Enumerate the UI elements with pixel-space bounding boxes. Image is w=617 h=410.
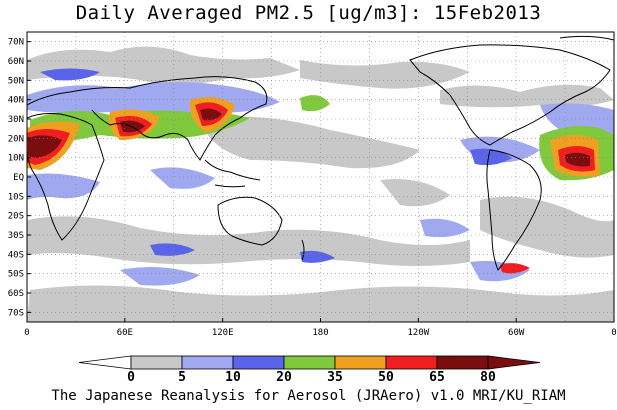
colorbar-low-arrow xyxy=(78,355,132,370)
latitude-label: 10N xyxy=(8,154,24,164)
latitude-label: 70S xyxy=(8,308,24,318)
longitude-label: 0 xyxy=(611,328,616,338)
colorbar-segment xyxy=(232,355,285,370)
latitude-label: 50N xyxy=(8,76,24,86)
latitude-label: 60S xyxy=(8,289,24,299)
latitude-label: 50S xyxy=(8,270,24,280)
colorbar-label: 0 xyxy=(127,370,135,385)
colorbar-segment xyxy=(181,355,234,370)
colorbar-segment xyxy=(283,355,336,370)
colorbar-high-arrow xyxy=(487,355,541,370)
footer-credit: The Japanese Reanalysis for Aerosol (JRA… xyxy=(51,388,566,404)
longitude-label: 0 xyxy=(24,328,29,338)
colorbar-segment xyxy=(385,355,438,370)
longitude-label: 120E xyxy=(212,328,234,338)
colorbar-label: 65 xyxy=(429,370,445,385)
latitude-label: 30S xyxy=(8,231,24,241)
latitude-label: 60N xyxy=(8,57,24,67)
longitude-label: 120W xyxy=(407,328,429,338)
longitude-labels: 0 60E 120E 180 120W 60W 0 xyxy=(24,318,617,338)
map-grid xyxy=(27,32,614,322)
colorbar-label: 35 xyxy=(327,370,343,385)
latitude-label: 70N xyxy=(8,38,24,48)
longitude-label: 180 xyxy=(312,328,328,338)
colorbar-label: 80 xyxy=(480,370,496,385)
colorbar-label: 5 xyxy=(178,370,186,385)
colorbar-segment xyxy=(334,355,387,370)
colorbar-label: 50 xyxy=(378,370,394,385)
latitude-label: 40N xyxy=(8,96,24,106)
colorbar-segment xyxy=(130,355,183,370)
latitude-label: 20N xyxy=(8,134,24,144)
map-title: Daily Averaged PM2.5 [ug/m3]: 15Feb2013 xyxy=(75,2,542,24)
latitude-label: EQ xyxy=(13,173,24,183)
colorbar-label: 20 xyxy=(276,370,292,385)
colorbar-label: 10 xyxy=(225,370,241,385)
colorbar-segment xyxy=(436,355,489,370)
latitude-label: 10S xyxy=(8,192,24,202)
latitude-label: 40S xyxy=(8,250,24,260)
longitude-label: 60W xyxy=(508,328,525,338)
latitude-label: 20S xyxy=(8,212,24,222)
colorbar: 0 5 10 20 35 50 65 80 xyxy=(78,355,541,385)
longitude-label: 60E xyxy=(117,328,133,338)
latitude-labels: 70N 60N 50N 40N 30N 20N 10N EQ 10S 20S 30S 40S 50S 60… xyxy=(8,38,31,318)
latitude-label: 30N xyxy=(8,115,24,125)
